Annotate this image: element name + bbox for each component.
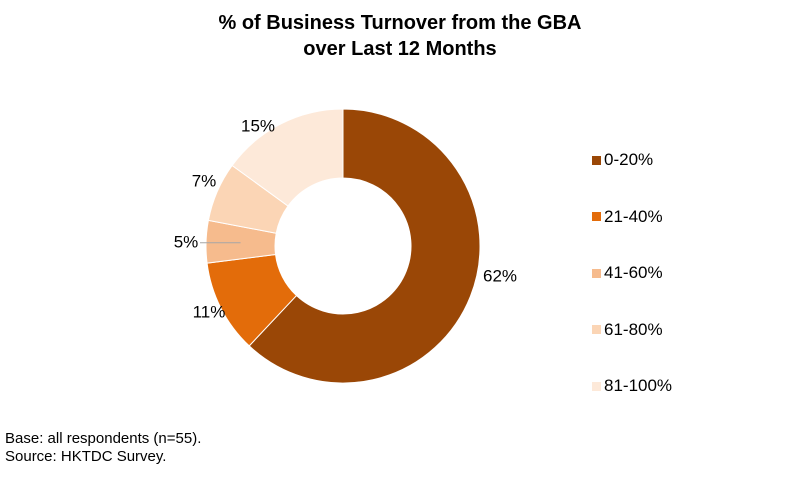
footnote-base: Base: all respondents (n=55). (5, 430, 202, 447)
legend-swatch-0-20 (592, 155, 601, 165)
legend-item-21-40: 21-40% (592, 205, 672, 229)
legend-label-41-60: 41-60% (604, 263, 663, 282)
chart-title: % of Business Turnover from the GBA over… (0, 10, 800, 62)
footnotes: Base: all respondents (n=55). Source: HK… (5, 430, 201, 466)
data-label-0-20: 62% (483, 266, 517, 285)
legend: 0-20% 21-40% 41-60% 61-80% 81-100% (592, 148, 672, 431)
legend-swatch-61-80 (592, 325, 601, 334)
legend-item-81-100: 81-100% (592, 374, 672, 398)
legend-item-41-60: 41-60% (592, 261, 672, 285)
legend-item-61-80: 61-80% (592, 318, 672, 342)
legend-label-81-100: 81-100% (604, 376, 673, 395)
data-label-81-100: 15% (241, 116, 275, 135)
data-label-41-60: 5% (174, 232, 199, 251)
donut-slice-81-100 (231, 108, 344, 207)
legend-item-0-20: 0-20% (592, 148, 672, 172)
data-label-21-40: 11% (193, 302, 226, 321)
legend-swatch-21-40 (592, 212, 601, 221)
legend-swatch-41-60 (592, 268, 601, 278)
footnote-source: Source: HKTDC Survey. (5, 448, 167, 465)
legend-label-21-40: 21-40% (604, 206, 663, 226)
data-label-61-80: 7% (192, 171, 217, 190)
legend-swatch-81-100 (592, 381, 601, 391)
chart-title-line-1: % of Business Turnover from the GBA (218, 12, 582, 34)
legend-label-61-80: 61-80% (604, 319, 663, 339)
chart-title-line-2: over Last 12 Months (303, 38, 497, 60)
donut-slice-0-20 (248, 108, 481, 384)
legend-label-0-20: 0-20% (604, 150, 654, 169)
